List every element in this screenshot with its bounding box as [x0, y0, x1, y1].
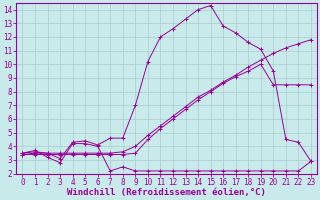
X-axis label: Windchill (Refroidissement éolien,°C): Windchill (Refroidissement éolien,°C) [67, 188, 266, 197]
